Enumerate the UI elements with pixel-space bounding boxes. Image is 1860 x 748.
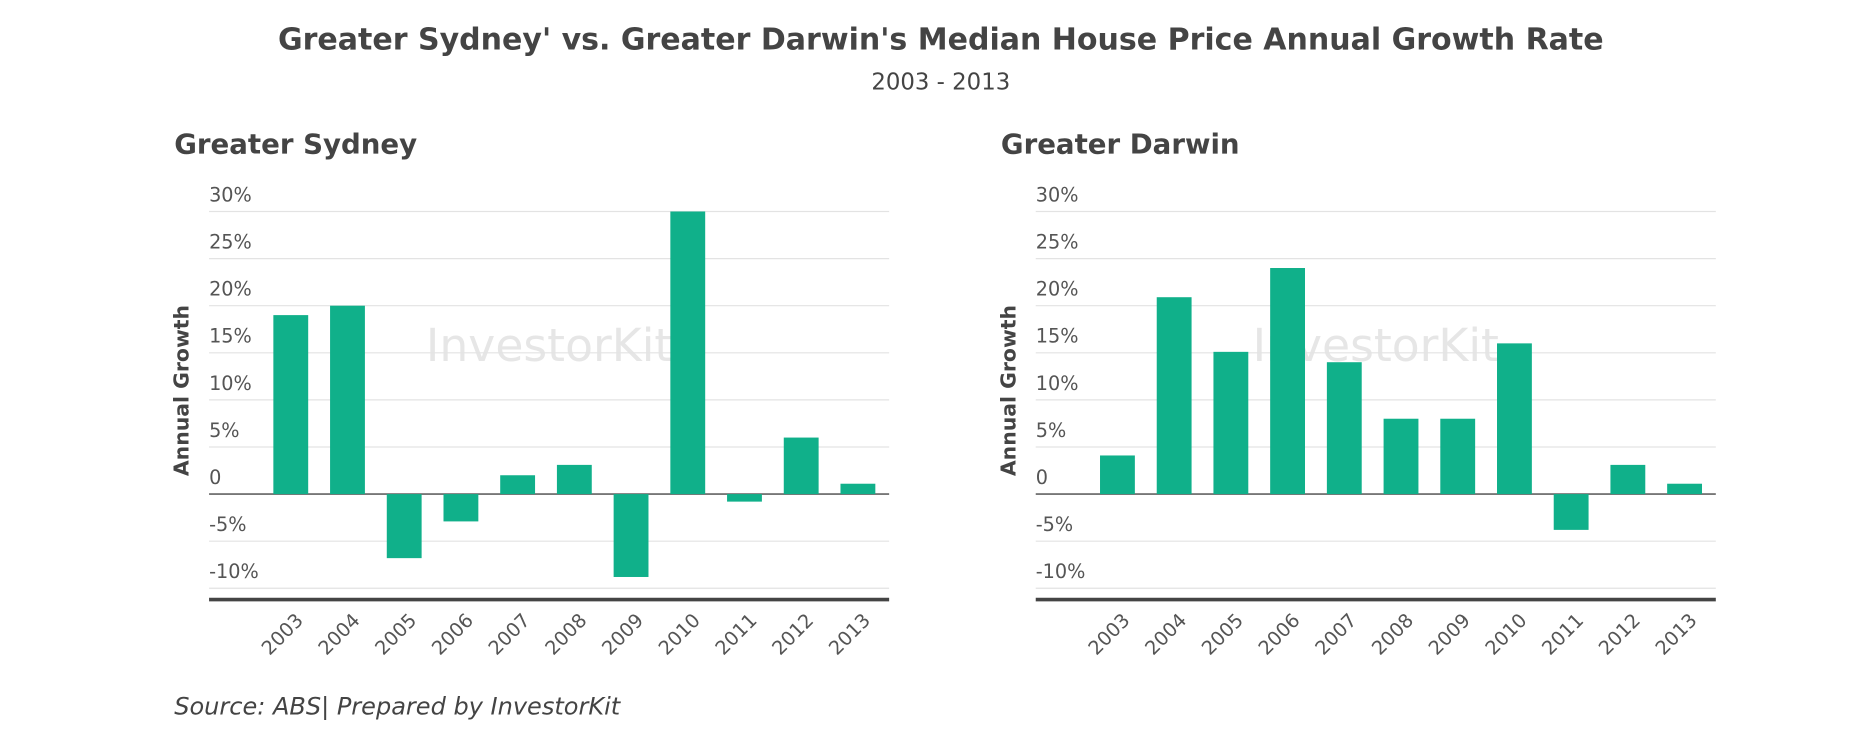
bar: [1497, 343, 1532, 495]
bar: [727, 494, 762, 502]
bar: [1383, 418, 1419, 495]
x-tick-label: 2011: [1537, 609, 1588, 660]
y-tick-label: 15%: [209, 325, 252, 348]
x-tick-label: 2006: [427, 609, 478, 660]
x-tick-label: 2003: [257, 609, 308, 660]
bar: [613, 494, 649, 577]
y-tick-label: 10%: [1036, 372, 1079, 395]
x-tick-label: 2010: [654, 609, 705, 660]
x-tick-label: 2008: [541, 609, 592, 660]
bar: [386, 494, 422, 559]
y-tick-label: 30%: [1036, 183, 1079, 206]
x-tick-label: 2007: [484, 609, 535, 660]
watermark: InvestorKit: [426, 319, 672, 372]
x-tick-label: 2013: [1651, 609, 1702, 660]
x-tick-label: 2011: [711, 609, 762, 660]
x-tick-label: 2012: [767, 609, 818, 660]
bar: [1100, 455, 1135, 495]
bar: [273, 315, 309, 495]
y-tick-label: 0: [209, 466, 221, 489]
x-tick-label: 2008: [1367, 609, 1418, 660]
y-tick-label: -5%: [209, 513, 246, 536]
bar: [1156, 297, 1192, 495]
x-tick-label: 2007: [1310, 609, 1361, 660]
x-tick-label: 2012: [1594, 609, 1645, 660]
y-tick-label: 20%: [209, 278, 252, 301]
source-note: Source: ABS| Prepared by InvestorKit: [174, 693, 622, 721]
y-tick-label: 25%: [209, 230, 252, 253]
bar: [1326, 362, 1362, 495]
x-tick-label: 2003: [1084, 609, 1135, 660]
bar: [840, 483, 876, 495]
y-tick-label: 15%: [1036, 325, 1079, 348]
bar: [1213, 351, 1249, 495]
x-tick-label: 2013: [824, 609, 875, 660]
bar: [783, 437, 819, 495]
bar: [500, 475, 536, 495]
x-tick-label: 2006: [1254, 609, 1305, 660]
y-tick-label: -10%: [1036, 560, 1086, 583]
y-tick-label: 30%: [209, 183, 252, 206]
y-tick-label: 20%: [1036, 278, 1079, 301]
x-tick-label: 2005: [370, 609, 421, 660]
y-tick-label: 10%: [209, 372, 252, 395]
y-tick-label: -10%: [209, 560, 259, 583]
x-tick-label: 2004: [1140, 609, 1191, 660]
y-tick-label: 25%: [1036, 230, 1079, 253]
bar: [443, 494, 479, 522]
bar: [1610, 464, 1646, 495]
bar: [1270, 268, 1306, 495]
y-tick-label: 0: [1036, 466, 1048, 489]
x-tick-label: 2009: [597, 609, 648, 660]
y-tick-label: 5%: [1036, 419, 1067, 442]
bar: [330, 305, 365, 495]
x-tick-label: 2010: [1481, 609, 1532, 660]
bar: [670, 211, 706, 495]
x-tick-label: 2004: [314, 609, 365, 660]
chart-title: Greater Sydney: [174, 127, 417, 160]
y-axis-title: Annual Growth: [996, 305, 1020, 476]
y-axis-title: Annual Growth: [170, 305, 194, 476]
bar: [1553, 494, 1589, 530]
bar: [1667, 483, 1702, 495]
x-tick-label: 2005: [1197, 609, 1248, 660]
y-tick-label: 5%: [209, 419, 240, 442]
y-tick-label: -5%: [1036, 513, 1073, 536]
chart-title: Greater Darwin: [1001, 127, 1240, 160]
bar: [556, 464, 592, 495]
bar: [1440, 418, 1476, 495]
page-title: Greater Sydney' vs. Greater Darwin's Med…: [278, 22, 1604, 57]
page-subtitle: 2003 - 2013: [871, 69, 1010, 95]
x-tick-label: 2009: [1424, 609, 1475, 660]
